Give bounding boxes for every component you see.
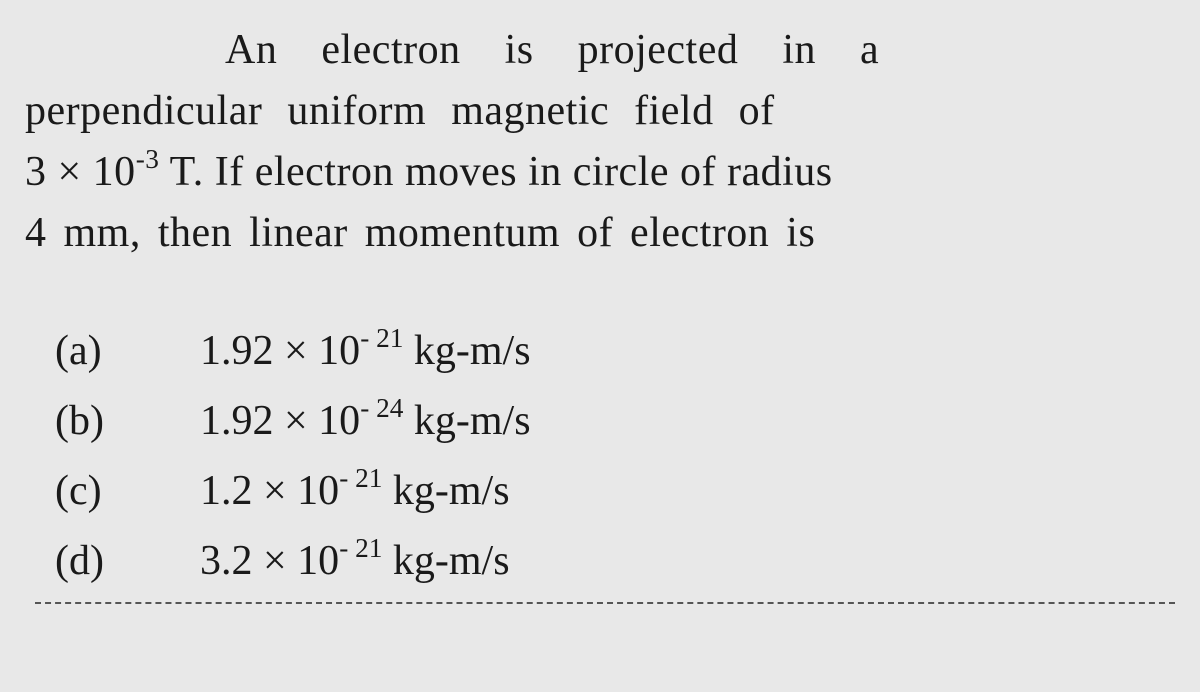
option-prefix: 1.92 × 10 xyxy=(200,328,360,374)
question-text: An electron is projected in a perpendicu… xyxy=(25,20,1175,264)
separator-line xyxy=(35,602,1175,604)
question-word: An xyxy=(225,27,277,73)
option-value: 1.2 × 10- 21 kg-m/s xyxy=(200,459,1175,524)
option-exponent: - 24 xyxy=(360,393,403,423)
option-suffix: kg-m/s xyxy=(382,468,509,514)
option-value: 3.2 × 10- 21 kg-m/s xyxy=(200,529,1175,594)
option-value: 1.92 × 10- 21 kg-m/s xyxy=(200,319,1175,384)
question-word: electron xyxy=(321,27,460,73)
option-value: 1.92 × 10- 24 kg-m/s xyxy=(200,389,1175,454)
question-exponent: -3 xyxy=(136,144,160,174)
option-suffix: kg-m/s xyxy=(403,328,530,374)
question-line-3-suffix: T. If electron moves in circle of radius xyxy=(159,149,832,195)
question-word: in xyxy=(782,27,816,73)
option-label: (b) xyxy=(55,389,200,454)
option-label: (c) xyxy=(55,459,200,524)
option-d: (d) 3.2 × 10- 21 kg-m/s xyxy=(55,529,1175,594)
option-b: (b) 1.92 × 10- 24 kg-m/s xyxy=(55,389,1175,454)
option-a: (a) 1.92 × 10- 21 kg-m/s xyxy=(55,319,1175,384)
question-word: is xyxy=(505,27,534,73)
question-line-2: perpendicular uniform magnetic field of xyxy=(25,88,775,134)
option-c: (c) 1.2 × 10- 21 kg-m/s xyxy=(55,459,1175,524)
option-exponent: - 21 xyxy=(339,463,382,493)
option-prefix: 1.2 × 10 xyxy=(200,468,339,514)
question-line-4: 4 mm, then linear momentum of electron i… xyxy=(25,210,815,256)
question-word: a xyxy=(860,27,879,73)
option-exponent: - 21 xyxy=(339,533,382,563)
question-word: projected xyxy=(578,27,739,73)
question-magnitude: 3 × 10 xyxy=(25,149,136,195)
option-suffix: kg-m/s xyxy=(382,538,509,584)
option-label: (d) xyxy=(55,529,200,594)
option-prefix: 3.2 × 10 xyxy=(200,538,339,584)
option-prefix: 1.92 × 10 xyxy=(200,398,360,444)
options-container: (a) 1.92 × 10- 21 kg-m/s (b) 1.92 × 10- … xyxy=(25,319,1175,594)
option-label: (a) xyxy=(55,319,200,384)
option-exponent: - 21 xyxy=(360,323,403,353)
option-suffix: kg-m/s xyxy=(403,398,530,444)
